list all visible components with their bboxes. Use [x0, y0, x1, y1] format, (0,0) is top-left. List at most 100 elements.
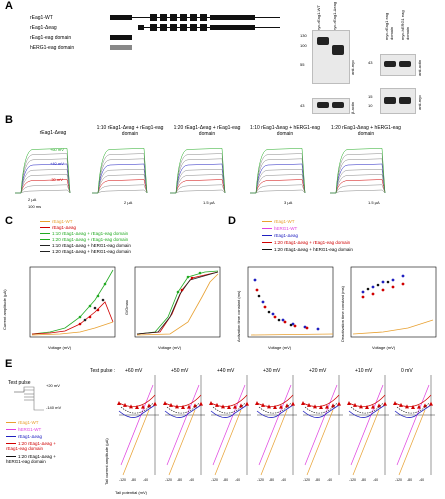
construct-row-deag: rEag1-Δeag — [30, 24, 280, 31]
x-tick-label: -120 — [165, 478, 172, 482]
mw-marker: 15 — [368, 94, 373, 99]
axis-label: Deactivation time constant (ms) — [340, 285, 345, 342]
construct-row-reag-domain: rEag1-eag domain — [30, 34, 150, 41]
column-header: +20 mV — [309, 368, 327, 374]
mw-marker: 130 — [300, 33, 307, 38]
x-tick-label: -80 — [315, 478, 320, 482]
x-tick-label: -80 — [131, 478, 136, 482]
construct-label: rEag1-eag domain — [30, 34, 72, 41]
legend-item: 1:10 rEag1-Δeag + rEag1-eag domain — [40, 231, 128, 236]
column-header: +60 mV — [125, 368, 143, 374]
test-pulse-label: Test pulse — [8, 380, 31, 386]
x-tick-label: -40 — [235, 478, 240, 482]
column-header: +50 mV — [171, 368, 189, 374]
panel-letter-d: D — [228, 215, 236, 227]
voltage-label: -30 mV — [50, 177, 63, 182]
legend-item: 1:20 rEag1-Δeag + rEag1-eag domain — [6, 441, 56, 451]
scale-bar-label: 2 μA — [124, 200, 133, 205]
blot2-lane-label: myc-hERG1 eag domain — [400, 10, 410, 40]
x-tick-label: -40 — [281, 478, 286, 482]
tail-current-subplot — [393, 375, 435, 476]
construct-diagram-wt — [110, 14, 280, 21]
legend-item: hERG1-WT — [6, 427, 41, 432]
panel-letter-c: C — [5, 215, 13, 227]
x-tick-label: -40 — [373, 478, 378, 482]
trace-family — [92, 148, 148, 194]
construct-label: rEag1-WT — [30, 14, 53, 21]
x-tick-label: -40 — [419, 478, 424, 482]
western-blot-myc-2 — [380, 54, 416, 76]
trace-family — [330, 148, 386, 194]
legend-item: 1:20 rEag1-Δeag + hERG1-eag domain — [6, 454, 56, 464]
x-tick-label: -80 — [177, 478, 182, 482]
pulse-value: -140 mV — [46, 405, 62, 410]
panel-letter-e: E — [5, 358, 13, 370]
legend-item: 1:20 rEag1-Δeag + hERG1-eag domain — [40, 249, 131, 254]
antibody-label: anti-myc — [417, 94, 422, 110]
western-blot-tag — [380, 88, 416, 114]
x-tick-label: -40 — [327, 478, 332, 482]
axis-label: Voltage (mV) — [372, 345, 396, 350]
scale-bar-label: 1.5 μA — [203, 200, 215, 205]
construct-diagram-herg-domain — [110, 45, 132, 50]
construct-row-wt: rEag1-WT — [30, 14, 280, 21]
blot2-lane-label: myc-rEag1 eag domain — [384, 12, 394, 40]
legend-item: 1:20 rEag1-Δeag + rEag1-eag domain — [40, 237, 128, 242]
panel-letter-b: B — [5, 114, 13, 126]
legend-item: rEag1-WT — [262, 219, 295, 224]
trace-title: 1:20 rEag1-Δeag + rEag1-eag domain — [173, 125, 241, 137]
scale-bar-label: 1.5 μA — [368, 200, 380, 205]
legend-item: 1:10 rEag1-Δeag + hERG1-eag domain — [40, 243, 131, 248]
construct-label: rEag1-Δeag — [30, 24, 57, 31]
x-tick-label: -120 — [395, 478, 402, 482]
x-tick-label: -40 — [143, 478, 148, 482]
x-tick-label: -80 — [269, 478, 274, 482]
construct-row-herg-domain: hERG1-eag domain — [30, 44, 150, 51]
x-tick-label: -120 — [119, 478, 126, 482]
x-tick-label: -80 — [361, 478, 366, 482]
antibody-label: anti-actin — [417, 59, 422, 76]
test-pulse-header: Test pulse : — [90, 368, 116, 374]
construct-diagram-deag — [138, 24, 280, 31]
time-scale-label: 100 ms — [28, 204, 42, 209]
tail-current-subplot — [163, 375, 205, 476]
mw-marker: 100 — [300, 43, 307, 48]
mw-marker: 43 — [300, 103, 305, 108]
column-header: +10 mV — [355, 368, 373, 374]
axis-label: Current amplitude (μA) — [2, 289, 7, 330]
voltage-label: +40 mV — [50, 161, 64, 166]
x-tick-label: -80 — [407, 478, 412, 482]
voltage-label: +60 mV — [50, 147, 64, 152]
blot1-lane-label: myc-rEag1-Δeag — [332, 1, 337, 32]
x-tick-label: -120 — [211, 478, 218, 482]
axis-label: Activation time constant (ms) — [236, 290, 241, 342]
legend-item: rEag1-Δeag — [40, 225, 76, 230]
trace-title: 1:20 rEag1-Δeag + hERG1-eag domain — [331, 125, 401, 137]
mw-marker: 43 — [368, 60, 373, 65]
trace-title: rEag1-Δeag — [39, 130, 67, 136]
construct-label: hERG1-eag domain — [30, 44, 75, 51]
trace-title: 1:10 rEag1-Δeag + rEag1-eag domain — [96, 125, 164, 137]
panel-letter-a: A — [5, 0, 13, 12]
tail-current-plots: -120 -80 -40 -120 -80 -40 -120 -80 -40 -120 -80 -40… — [117, 375, 435, 482]
trace-title: 1:10 rEag1-Δeag + hERG1-eag domain — [250, 125, 320, 137]
mw-marker: 10 — [368, 103, 373, 108]
antibody-label: β-actin — [350, 101, 355, 114]
scale-bar-label: 3 μA — [284, 200, 293, 205]
scale-bar-label: 2 μA — [28, 197, 37, 202]
legend-item: rEag1-WT — [6, 420, 39, 425]
axis-label: Voltage (mV) — [158, 345, 182, 350]
pulse-value: +20 mV — [46, 383, 60, 388]
axis-label: Voltage (mV) — [268, 345, 292, 350]
legend-item: hERG1-WT — [262, 226, 297, 231]
current-traces: +60 mV +40 mV -30 mV — [15, 147, 386, 194]
legend-item: 1:20 rEag1-Δeag + hERG1-eag domain — [262, 247, 353, 252]
x-tick-label: -120 — [257, 478, 264, 482]
panel-c-plots — [29, 266, 221, 338]
trace-family — [15, 148, 71, 194]
western-blot-myc — [312, 30, 350, 84]
tail-current-subplot — [255, 375, 297, 476]
blot1-lane-label: myc-rEag1-WT — [316, 5, 321, 32]
axis-label: Tail current amplitude (μA) — [104, 438, 109, 485]
x-tick-label: -40 — [189, 478, 194, 482]
